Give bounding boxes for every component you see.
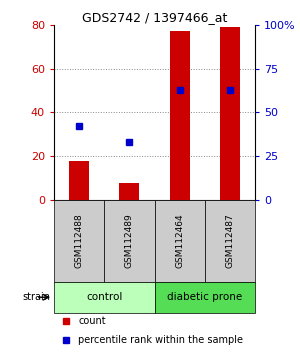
Bar <box>54 200 104 281</box>
Text: count: count <box>78 316 106 326</box>
Title: GDS2742 / 1397466_at: GDS2742 / 1397466_at <box>82 11 227 24</box>
Bar <box>104 200 154 281</box>
Text: diabetic prone: diabetic prone <box>167 292 242 302</box>
Text: GSM112464: GSM112464 <box>175 213 184 268</box>
Bar <box>205 200 255 281</box>
Text: GSM112488: GSM112488 <box>75 213 84 268</box>
Bar <box>69 161 89 200</box>
Bar <box>154 200 205 281</box>
Bar <box>169 32 190 200</box>
Text: strain: strain <box>22 292 50 302</box>
Bar <box>119 183 140 200</box>
Text: GSM112487: GSM112487 <box>225 213 234 268</box>
Bar <box>154 281 255 313</box>
Bar <box>54 281 154 313</box>
Text: control: control <box>86 292 122 302</box>
Bar <box>220 27 240 200</box>
Text: percentile rank within the sample: percentile rank within the sample <box>78 335 243 345</box>
Text: GSM112489: GSM112489 <box>125 213 134 268</box>
